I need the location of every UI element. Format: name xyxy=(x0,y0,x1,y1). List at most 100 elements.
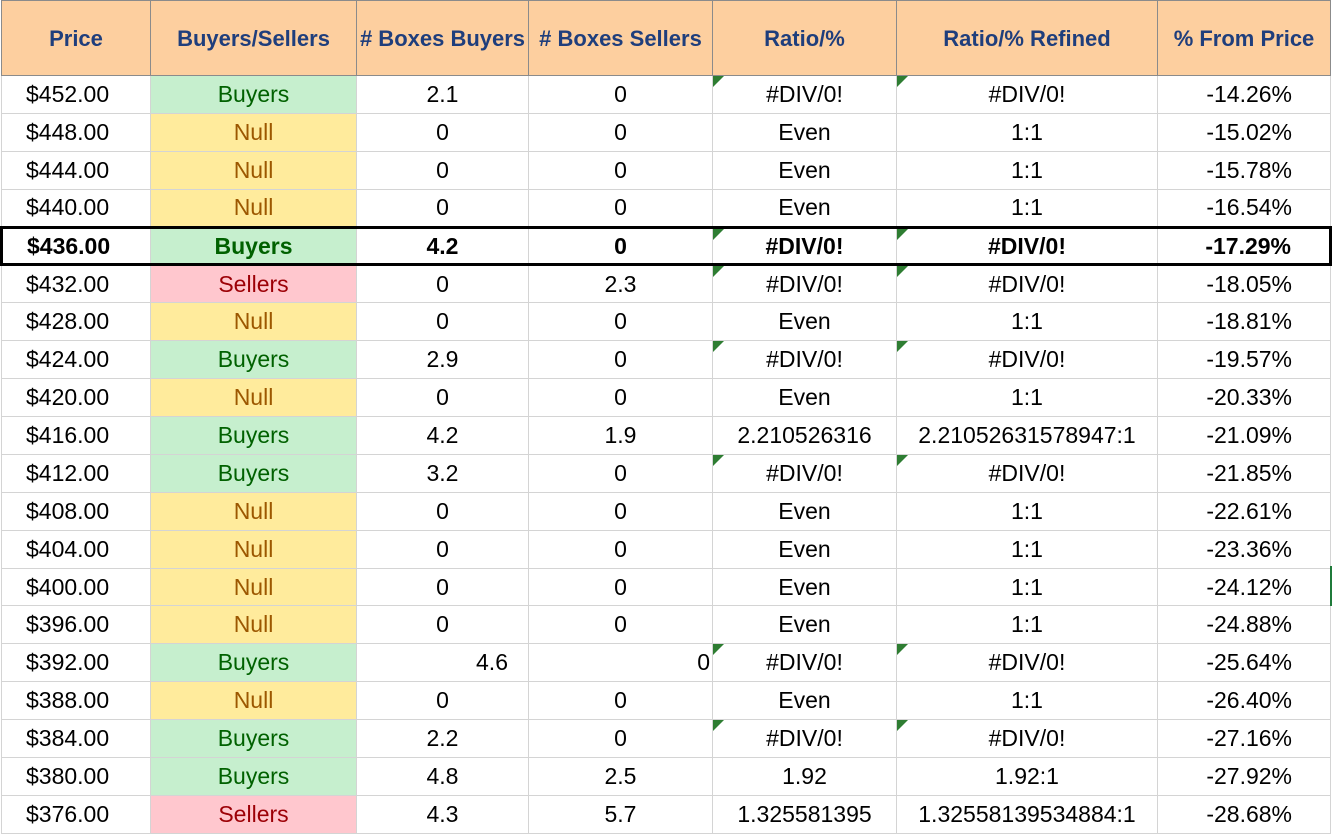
ratio-refined-cell[interactable]: 1:1 xyxy=(896,188,1158,228)
boxes-buyers-cell[interactable]: 0 xyxy=(356,529,529,569)
from-price-cell[interactable]: -19.57% xyxy=(1157,340,1331,380)
ratio-cell[interactable]: Even xyxy=(712,112,897,152)
from-price-cell[interactable]: -23.36% xyxy=(1157,529,1331,569)
boxes-buyers-cell[interactable]: 0 xyxy=(356,567,529,607)
header-from-price[interactable]: % From Price xyxy=(1157,0,1331,76)
buyers-sellers-cell[interactable]: Null xyxy=(150,605,357,645)
ratio-refined-cell[interactable]: #DIV/0! xyxy=(896,643,1158,683)
boxes-buyers-cell[interactable]: 2.1 xyxy=(356,75,529,114)
buyers-sellers-cell[interactable]: Null xyxy=(150,302,357,342)
boxes-sellers-cell[interactable]: 0 xyxy=(528,302,713,342)
from-price-cell[interactable]: -24.12% xyxy=(1157,567,1331,607)
from-price-cell[interactable]: -18.81% xyxy=(1157,302,1331,342)
ratio-refined-cell[interactable]: 1:1 xyxy=(896,529,1158,569)
ratio-refined-cell[interactable]: #DIV/0! xyxy=(896,264,1158,304)
boxes-buyers-cell[interactable]: 0 xyxy=(356,112,529,152)
boxes-buyers-cell[interactable]: 4.6 xyxy=(356,643,529,683)
boxes-buyers-cell[interactable]: 0 xyxy=(356,605,529,645)
ratio-cell[interactable]: Even xyxy=(712,529,897,569)
price-cell[interactable]: $440.00 xyxy=(1,188,151,228)
from-price-cell[interactable]: -20.33% xyxy=(1157,378,1331,418)
header-boxes-buyers[interactable]: # Boxes Buyers xyxy=(356,0,529,76)
boxes-sellers-cell[interactable]: 0 xyxy=(528,681,713,721)
buyers-sellers-cell[interactable]: Null xyxy=(150,150,357,190)
from-price-cell[interactable]: -15.78% xyxy=(1157,150,1331,190)
boxes-buyers-cell[interactable]: 4.8 xyxy=(356,757,529,796)
buyers-sellers-cell[interactable]: Null xyxy=(150,529,357,569)
boxes-sellers-cell[interactable]: 1.9 xyxy=(528,416,713,455)
ratio-refined-cell[interactable]: 1:1 xyxy=(896,567,1158,607)
header-boxes-sellers[interactable]: # Boxes Sellers xyxy=(528,0,713,76)
boxes-buyers-cell[interactable]: 3.2 xyxy=(356,453,529,493)
ratio-cell[interactable]: #DIV/0! xyxy=(712,643,897,683)
buyers-sellers-cell[interactable]: Null xyxy=(150,112,357,152)
price-cell[interactable]: $448.00 xyxy=(1,112,151,152)
price-cell[interactable]: $416.00 xyxy=(1,416,151,455)
buyers-sellers-cell[interactable]: Buyers xyxy=(150,75,357,114)
price-cell[interactable]: $408.00 xyxy=(1,491,151,531)
ratio-cell[interactable]: #DIV/0! xyxy=(712,264,897,304)
price-cell[interactable]: $420.00 xyxy=(1,378,151,418)
comment-flag-icon[interactable] xyxy=(713,341,724,353)
comment-flag-icon[interactable] xyxy=(897,644,908,656)
boxes-buyers-cell[interactable]: 2.2 xyxy=(356,719,529,759)
comment-flag-icon[interactable] xyxy=(713,455,724,466)
comment-flag-icon[interactable] xyxy=(713,644,724,656)
boxes-sellers-cell[interactable]: 0 xyxy=(528,340,713,380)
boxes-sellers-cell[interactable]: 0 xyxy=(528,150,713,190)
ratio-refined-cell[interactable]: 1.32558139534884:1 xyxy=(896,794,1158,834)
buyers-sellers-cell[interactable]: Null xyxy=(150,681,357,721)
from-price-cell[interactable]: -27.92% xyxy=(1157,757,1331,796)
price-cell[interactable]: $384.00 xyxy=(1,719,151,759)
comment-flag-icon[interactable] xyxy=(897,455,908,466)
buyers-sellers-cell[interactable]: Buyers xyxy=(150,453,357,493)
ratio-cell[interactable]: #DIV/0! xyxy=(712,225,897,267)
from-price-cell[interactable]: -14.26% xyxy=(1157,75,1331,114)
price-cell[interactable]: $388.00 xyxy=(1,681,151,721)
comment-flag-icon[interactable] xyxy=(897,720,908,732)
price-cell[interactable]: $444.00 xyxy=(1,150,151,190)
from-price-cell[interactable]: -28.68% xyxy=(1157,794,1331,834)
boxes-buyers-cell[interactable]: 2.9 xyxy=(356,340,529,380)
ratio-cell[interactable]: #DIV/0! xyxy=(712,453,897,493)
from-price-cell[interactable]: -21.09% xyxy=(1157,416,1331,455)
boxes-sellers-cell[interactable]: 0 xyxy=(528,605,713,645)
comment-flag-icon[interactable] xyxy=(897,266,908,278)
ratio-cell[interactable]: #DIV/0! xyxy=(712,719,897,759)
from-price-cell[interactable]: -22.61% xyxy=(1157,491,1331,531)
boxes-sellers-cell[interactable]: 0 xyxy=(528,643,713,683)
buyers-sellers-cell[interactable]: Null xyxy=(150,491,357,531)
ratio-cell[interactable]: 1.325581395 xyxy=(712,794,897,834)
buyers-sellers-cell[interactable]: Buyers xyxy=(150,340,357,380)
ratio-cell[interactable]: Even xyxy=(712,567,897,607)
buyers-sellers-cell[interactable]: Buyers xyxy=(150,643,357,683)
ratio-cell[interactable]: Even xyxy=(712,188,897,228)
ratio-refined-cell[interactable]: 1:1 xyxy=(896,491,1158,531)
comment-flag-icon[interactable] xyxy=(713,230,724,240)
boxes-buyers-cell[interactable]: 4.3 xyxy=(356,794,529,834)
price-cell[interactable]: $400.00 xyxy=(1,567,151,607)
boxes-buyers-cell[interactable]: 0 xyxy=(356,302,529,342)
boxes-sellers-cell[interactable]: 0 xyxy=(528,491,713,531)
ratio-refined-cell[interactable]: #DIV/0! xyxy=(896,340,1158,380)
from-price-cell[interactable]: -16.54% xyxy=(1157,188,1331,228)
ratio-refined-cell[interactable]: 1.92:1 xyxy=(896,757,1158,796)
from-price-cell[interactable]: -21.85% xyxy=(1157,453,1331,493)
ratio-refined-cell[interactable]: 1:1 xyxy=(896,605,1158,645)
ratio-refined-cell[interactable]: 1:1 xyxy=(896,302,1158,342)
boxes-buyers-cell[interactable]: 0 xyxy=(356,378,529,418)
header-ratio[interactable]: Ratio/% xyxy=(712,0,897,76)
comment-flag-icon[interactable] xyxy=(713,76,724,87)
ratio-refined-cell[interactable]: 1:1 xyxy=(896,112,1158,152)
price-cell[interactable]: $432.00 xyxy=(1,264,151,304)
boxes-sellers-cell[interactable]: 5.7 xyxy=(528,794,713,834)
boxes-sellers-cell[interactable]: 0 xyxy=(528,453,713,493)
buyers-sellers-cell[interactable]: Sellers xyxy=(150,264,357,304)
ratio-refined-cell[interactable]: 1:1 xyxy=(896,681,1158,721)
comment-flag-icon[interactable] xyxy=(897,230,908,240)
boxes-sellers-cell[interactable]: 2.5 xyxy=(528,757,713,796)
buyers-sellers-cell[interactable]: Null xyxy=(150,378,357,418)
price-cell[interactable]: $412.00 xyxy=(1,453,151,493)
from-price-cell[interactable]: -18.05% xyxy=(1157,264,1331,304)
from-price-cell[interactable]: -25.64% xyxy=(1157,643,1331,683)
